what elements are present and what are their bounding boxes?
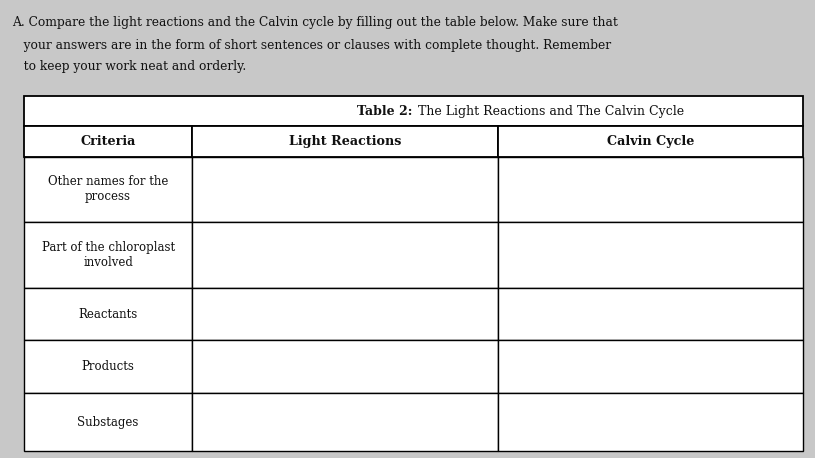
Bar <box>24 157 192 222</box>
Text: Calvin Cycle: Calvin Cycle <box>606 135 694 148</box>
Bar <box>192 126 498 157</box>
Bar <box>192 340 498 393</box>
Text: Reactants: Reactants <box>78 308 138 321</box>
Text: Substages: Substages <box>77 415 139 429</box>
Bar <box>498 340 803 393</box>
Bar <box>24 288 192 340</box>
Bar <box>192 393 498 451</box>
Bar <box>498 288 803 340</box>
Bar <box>498 222 803 288</box>
Bar <box>192 288 498 340</box>
Text: to keep your work neat and orderly.: to keep your work neat and orderly. <box>12 60 246 73</box>
Bar <box>192 222 498 288</box>
Text: Other names for the
process: Other names for the process <box>48 175 169 203</box>
Bar <box>498 393 803 451</box>
Text: Part of the chloroplast
involved: Part of the chloroplast involved <box>42 241 174 269</box>
Text: Criteria: Criteria <box>81 135 136 148</box>
Text: Table 2:: Table 2: <box>357 105 412 118</box>
Bar <box>24 222 192 288</box>
Bar <box>24 96 803 126</box>
Text: Light Reactions: Light Reactions <box>289 135 401 148</box>
Bar <box>192 157 498 222</box>
Bar <box>498 157 803 222</box>
Bar <box>24 393 192 451</box>
Bar <box>24 340 192 393</box>
Text: Products: Products <box>82 360 134 373</box>
Text: The Light Reactions and The Calvin Cycle: The Light Reactions and The Calvin Cycle <box>413 105 684 118</box>
Text: A. Compare the light reactions and the Calvin cycle by filling out the table bel: A. Compare the light reactions and the C… <box>12 16 618 29</box>
Bar <box>24 126 192 157</box>
Bar <box>498 126 803 157</box>
Text: your answers are in the form of short sentences or clauses with complete thought: your answers are in the form of short se… <box>12 39 611 52</box>
